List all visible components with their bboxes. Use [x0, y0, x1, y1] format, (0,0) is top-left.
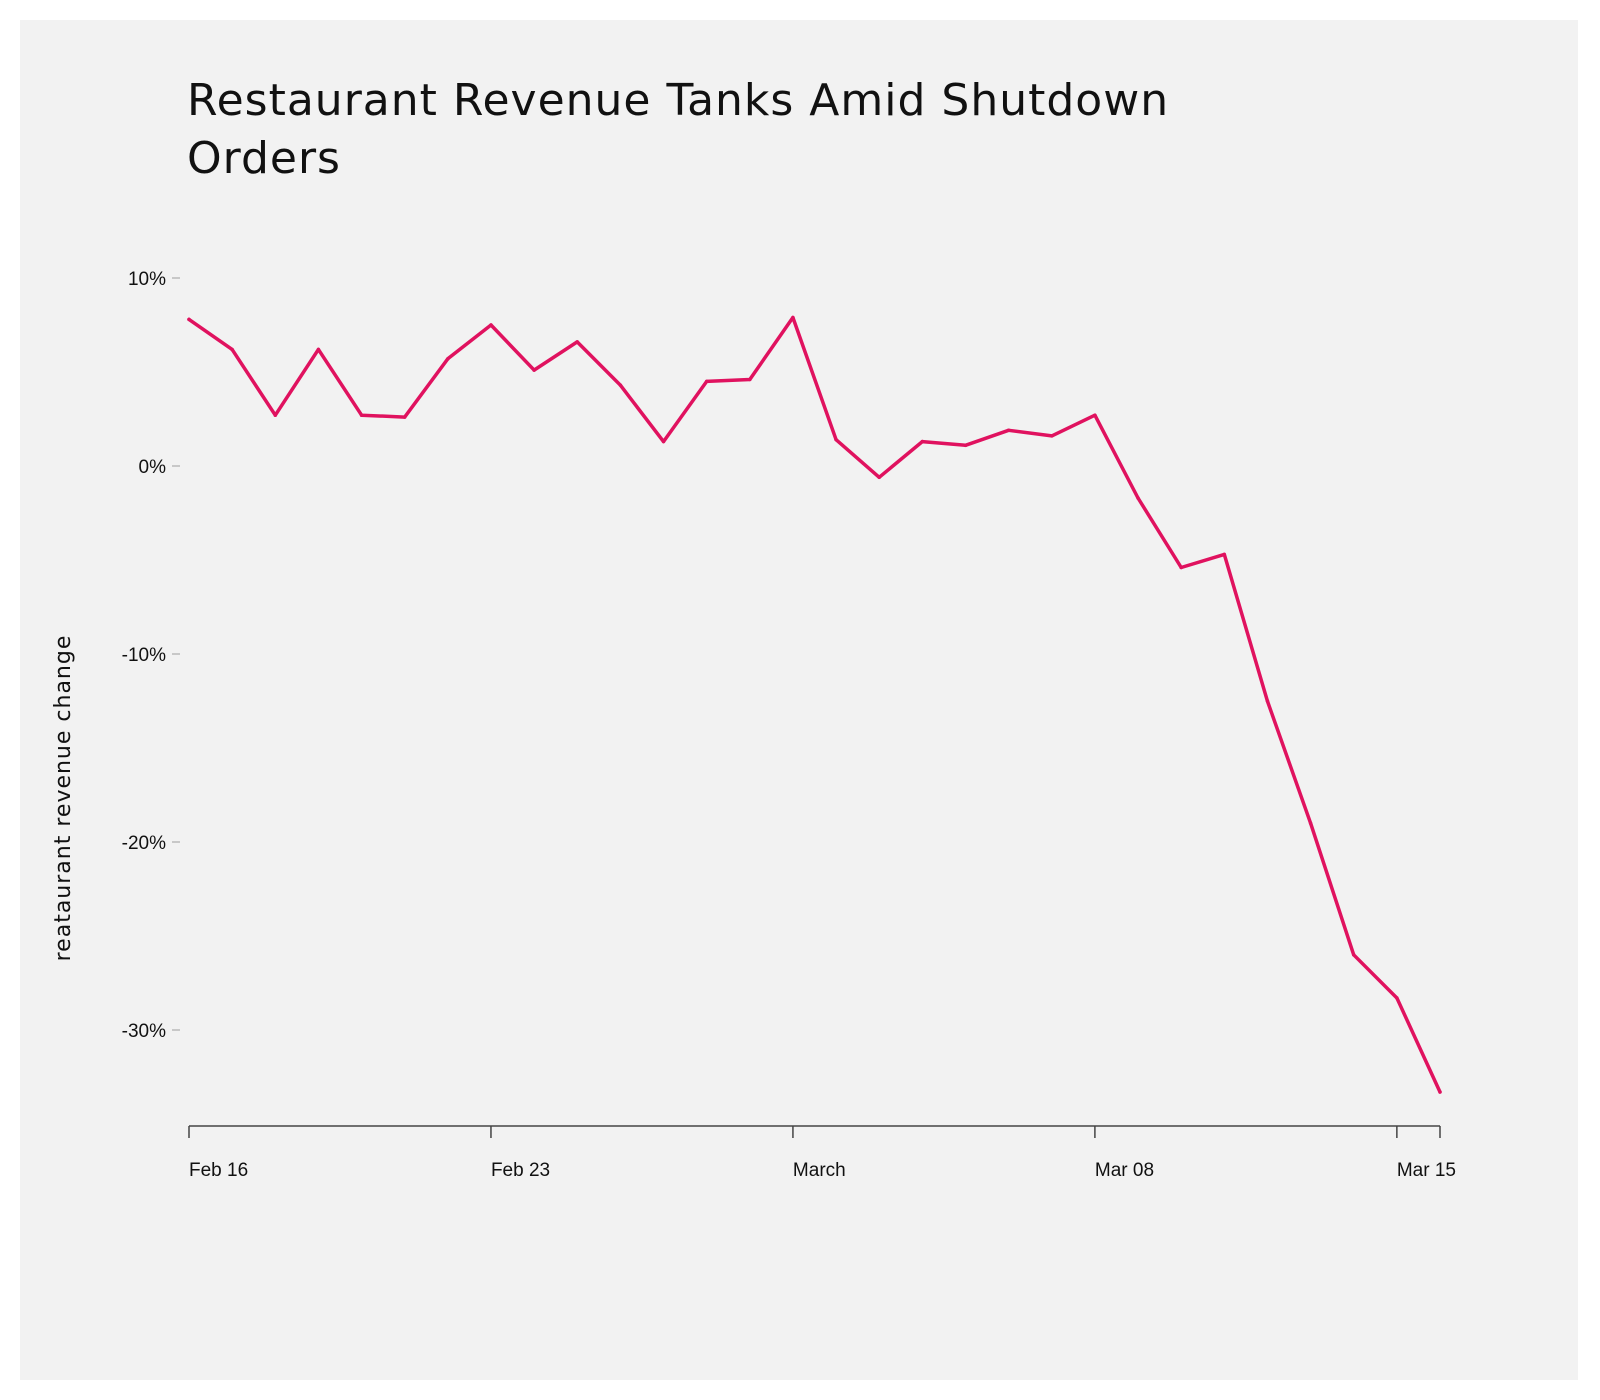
data-point — [920, 439, 925, 444]
data-point — [402, 415, 407, 419]
y-tick-label: -10% — [122, 645, 166, 666]
data-point — [704, 379, 709, 384]
data-point — [575, 340, 579, 344]
data-point — [618, 383, 623, 387]
data-point — [1438, 1090, 1442, 1094]
data-point — [230, 347, 234, 352]
y-tick-label: 0% — [139, 457, 167, 478]
y-axis-title: reataurant revenue change — [51, 635, 76, 962]
data-point — [1179, 565, 1183, 570]
x-tick-label: Feb 16 — [189, 1160, 248, 1181]
data-point — [273, 413, 278, 417]
data-point — [1308, 821, 1313, 825]
series-line-revenue-change — [187, 315, 1442, 1094]
chart-panel — [20, 20, 1578, 1380]
data-point — [748, 377, 752, 382]
data-point — [359, 413, 364, 417]
x-axis: Feb 16 Feb 23 March Mar 08 Mar 15 — [188, 1125, 1456, 1181]
data-point — [1050, 434, 1054, 438]
y-tick-label: -20% — [122, 833, 166, 854]
chart-title: Restaurant Revenue Tanks Amid Shutdown O… — [187, 75, 1170, 184]
data-point — [791, 315, 795, 320]
data-point — [1136, 496, 1140, 500]
data-point — [1093, 413, 1097, 417]
data-point — [1395, 996, 1399, 1000]
data-point — [661, 439, 666, 444]
data-point — [963, 443, 968, 448]
data-point — [1006, 428, 1011, 433]
data-points — [187, 315, 1442, 1094]
x-tick-label: Feb 23 — [491, 1160, 550, 1181]
data-point — [187, 317, 191, 322]
data-point — [1265, 699, 1270, 703]
data-point — [877, 475, 881, 480]
data-point — [316, 347, 321, 352]
x-tick-label: March — [793, 1160, 846, 1181]
data-point — [532, 368, 536, 372]
data-point — [834, 437, 838, 442]
data-point — [1222, 552, 1227, 557]
y-axis: 10% 0% -10% -20% -30% — [122, 269, 180, 1042]
x-tick-label: Mar 08 — [1095, 1160, 1154, 1181]
data-point — [446, 357, 450, 361]
data-point — [1351, 953, 1356, 957]
y-tick-label: 10% — [128, 269, 166, 290]
x-tick-label: Mar 15 — [1397, 1160, 1456, 1181]
data-point — [489, 323, 493, 327]
y-tick-label: -30% — [122, 1021, 166, 1042]
